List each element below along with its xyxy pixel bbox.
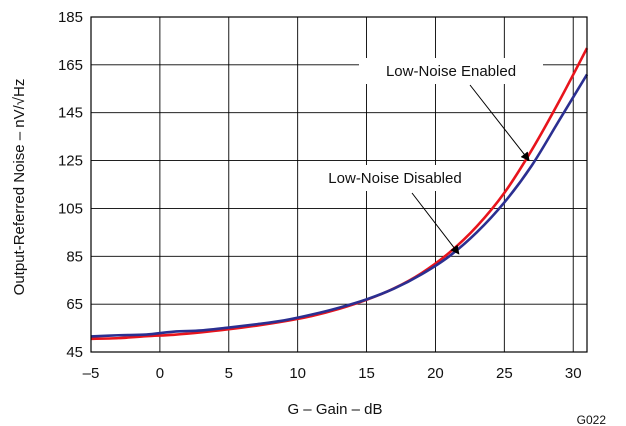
annotation-disabled-arrow bbox=[411, 192, 460, 255]
y-tick-label: 125 bbox=[58, 153, 83, 170]
y-axis-title: Output-Referred Noise – nV/√Hz bbox=[11, 79, 28, 296]
x-tick-label: 15 bbox=[358, 365, 375, 382]
annotation-enabled-label: Low-Noise Enabled bbox=[386, 63, 516, 80]
y-tick-label: 45 bbox=[66, 344, 83, 361]
x-tick-label: 25 bbox=[496, 365, 513, 382]
annotation-disabled-bg bbox=[303, 165, 487, 191]
x-tick-label: 0 bbox=[156, 365, 164, 382]
y-tick-label: 145 bbox=[58, 105, 83, 122]
y-tick-label: 85 bbox=[66, 248, 83, 265]
figure-code: G022 bbox=[577, 413, 607, 426]
y-tick-label: 65 bbox=[66, 296, 83, 313]
x-tick-label: 10 bbox=[289, 365, 306, 382]
y-tick-labels: 45 65 85 105 125 145 165 185 bbox=[58, 9, 83, 361]
y-tick-label: 105 bbox=[58, 200, 83, 217]
annotation-disabled-label: Low-Noise Disabled bbox=[328, 170, 461, 187]
x-tick-label: 30 bbox=[565, 365, 582, 382]
plot-frame bbox=[90, 16, 588, 353]
x-tick-label: –5 bbox=[83, 365, 100, 382]
y-tick-label: 165 bbox=[58, 57, 83, 74]
annotation-enabled-bg bbox=[359, 58, 543, 84]
x-tick-label: 20 bbox=[427, 365, 444, 382]
x-tick-label: 5 bbox=[225, 365, 233, 382]
series-lines bbox=[90, 47, 589, 341]
annotation-enabled-arrow bbox=[469, 84, 530, 162]
series-line-low-noise-disabled bbox=[90, 73, 589, 338]
x-tick-labels: –5 0 5 10 15 20 25 30 bbox=[83, 365, 582, 382]
x-axis-title: G – Gain – dB bbox=[287, 401, 382, 418]
y-tick-label: 185 bbox=[58, 9, 83, 26]
